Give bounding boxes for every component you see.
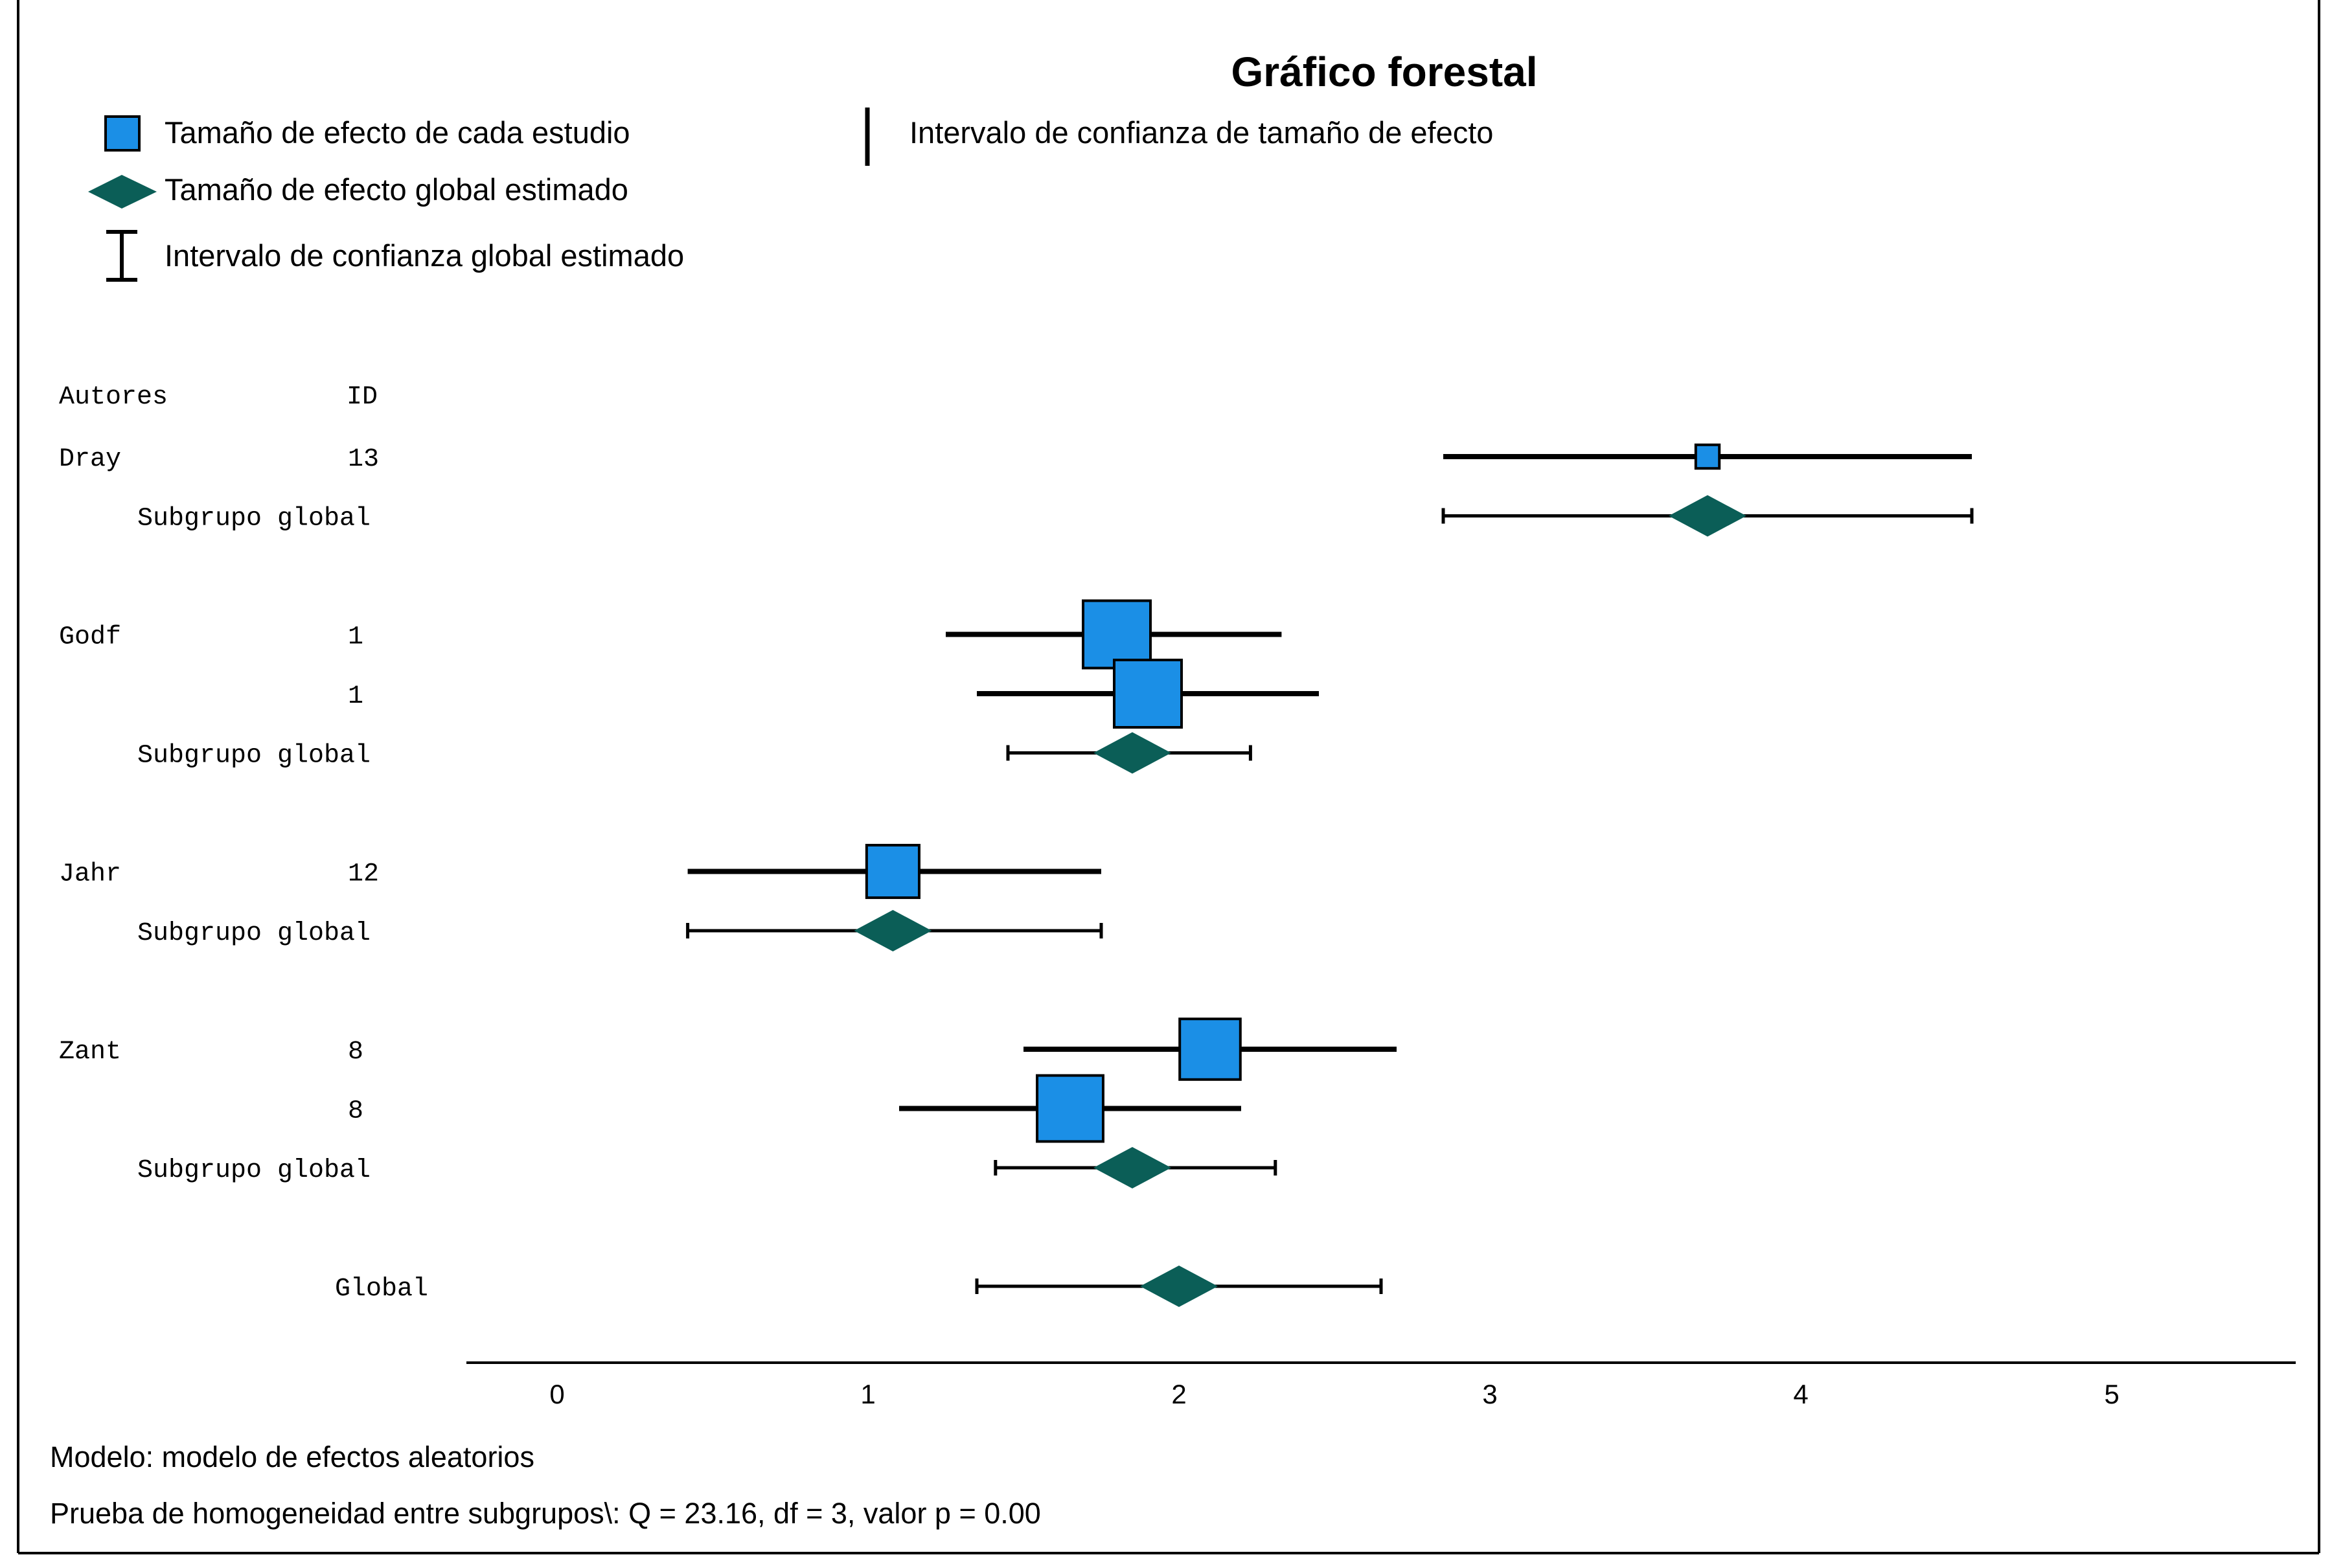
study-id-label: 1 bbox=[348, 623, 363, 652]
study-id-label: 1 bbox=[348, 682, 363, 711]
study-id-label: 8 bbox=[348, 1097, 363, 1126]
study-effect-square bbox=[1694, 443, 1721, 470]
legend-global-effect-label: Tamaño de efecto global estimado bbox=[165, 172, 628, 207]
study-effect-square bbox=[1178, 1017, 1242, 1081]
footer-model: Modelo: modelo de efectos aleatorios bbox=[50, 1440, 534, 1473]
forest-rows: Dray 13 Subgrupo global Godf 1 1 Subgrupo glob… bbox=[59, 443, 1974, 1307]
overall-diamond bbox=[1140, 1266, 1218, 1307]
legend-study-effect-label: Tamaño de efecto de cada estudio bbox=[165, 115, 630, 150]
subgroup-label: Subgrupo global bbox=[137, 919, 371, 948]
subgroup-label: Subgrupo global bbox=[137, 742, 371, 771]
chart-title: Gráfico forestal bbox=[1231, 49, 1537, 95]
x-tick-label: 0 bbox=[549, 1379, 564, 1409]
x-axis-ticks: 0 1 2 3 4 5 bbox=[549, 1379, 2119, 1409]
legend-global-ci-label: Intervalo de confianza global estimado bbox=[165, 238, 684, 273]
x-tick-label: 5 bbox=[2104, 1379, 2119, 1409]
subgroup-diamond bbox=[1093, 732, 1171, 774]
subgroup-diamond bbox=[854, 910, 932, 951]
footer-heterogeneity: Prueba de homogeneidad entre subgrupos\:… bbox=[50, 1497, 1041, 1530]
x-tick-label: 4 bbox=[1793, 1379, 1808, 1409]
legend-diamond-marker bbox=[88, 175, 157, 209]
author-label: Dray bbox=[59, 445, 121, 474]
column-header-id: ID bbox=[347, 383, 378, 412]
study-effect-square bbox=[1082, 599, 1152, 670]
x-tick-label: 3 bbox=[1482, 1379, 1497, 1409]
column-header-authors: Autores bbox=[59, 383, 168, 412]
study-effect-square bbox=[1036, 1074, 1104, 1143]
subgroup-label: Subgrupo global bbox=[137, 1156, 371, 1185]
subgroup-diamond bbox=[1669, 495, 1746, 537]
study-effect-square bbox=[1113, 659, 1183, 729]
legend-square-marker bbox=[104, 115, 141, 152]
study-id-label: 8 bbox=[348, 1038, 363, 1067]
author-label: Godf bbox=[59, 623, 121, 652]
legend: Tamaño de efecto de cada estudio Interva… bbox=[88, 108, 1493, 282]
study-id-label: 12 bbox=[348, 860, 379, 889]
subgroup-diamond bbox=[1093, 1147, 1171, 1188]
author-label: Jahr bbox=[59, 860, 121, 889]
legend-global-ci-marker bbox=[106, 230, 137, 282]
author-label: Zant bbox=[59, 1038, 121, 1067]
subgroup-label: Subgrupo global bbox=[137, 505, 371, 534]
legend-study-ci-label: Intervalo de confianza de tamaño de efec… bbox=[909, 115, 1493, 150]
study-id-label: 13 bbox=[348, 445, 379, 474]
overall-label: Global bbox=[335, 1275, 428, 1304]
study-effect-square bbox=[865, 843, 920, 900]
x-tick-label: 1 bbox=[860, 1379, 875, 1409]
x-tick-label: 2 bbox=[1171, 1379, 1186, 1409]
